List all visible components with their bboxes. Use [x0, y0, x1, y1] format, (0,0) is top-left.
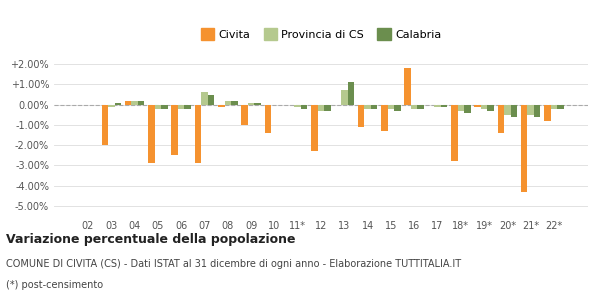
- Bar: [155, 105, 161, 109]
- Bar: [318, 105, 324, 111]
- Bar: [487, 105, 494, 111]
- Bar: [451, 105, 458, 161]
- Bar: [394, 105, 401, 111]
- Bar: [295, 105, 301, 107]
- Bar: [125, 100, 131, 105]
- Bar: [381, 105, 388, 131]
- Bar: [138, 100, 145, 105]
- Bar: [311, 105, 318, 151]
- Bar: [115, 103, 121, 105]
- Bar: [364, 105, 371, 109]
- Legend: Civita, Provincia di CS, Calabria: Civita, Provincia di CS, Calabria: [196, 24, 446, 44]
- Bar: [358, 105, 364, 127]
- Bar: [148, 105, 155, 163]
- Bar: [178, 105, 184, 109]
- Text: COMUNE DI CIVITA (CS) - Dati ISTAT al 31 dicembre di ogni anno - Elaborazione TU: COMUNE DI CIVITA (CS) - Dati ISTAT al 31…: [6, 259, 461, 269]
- Bar: [208, 94, 214, 105]
- Bar: [511, 105, 517, 117]
- Bar: [224, 100, 231, 105]
- Bar: [254, 103, 261, 105]
- Bar: [324, 105, 331, 111]
- Bar: [231, 100, 238, 105]
- Bar: [184, 105, 191, 109]
- Bar: [201, 92, 208, 105]
- Bar: [241, 105, 248, 125]
- Text: Variazione percentuale della popolazione: Variazione percentuale della popolazione: [6, 233, 296, 246]
- Bar: [195, 105, 201, 163]
- Bar: [108, 105, 115, 107]
- Bar: [534, 105, 541, 117]
- Bar: [248, 103, 254, 105]
- Bar: [557, 105, 564, 109]
- Bar: [418, 105, 424, 109]
- Bar: [411, 105, 418, 109]
- Bar: [172, 105, 178, 155]
- Bar: [347, 82, 354, 105]
- Bar: [481, 105, 487, 109]
- Bar: [341, 91, 347, 105]
- Bar: [544, 105, 551, 121]
- Bar: [388, 105, 394, 109]
- Bar: [218, 105, 224, 107]
- Bar: [301, 105, 307, 109]
- Bar: [527, 105, 534, 115]
- Bar: [504, 105, 511, 115]
- Bar: [371, 105, 377, 109]
- Bar: [265, 105, 271, 133]
- Text: (*) post-censimento: (*) post-censimento: [6, 280, 103, 290]
- Bar: [161, 105, 168, 109]
- Bar: [131, 100, 138, 105]
- Bar: [458, 105, 464, 111]
- Bar: [434, 105, 441, 107]
- Bar: [101, 105, 108, 145]
- Bar: [441, 105, 447, 107]
- Bar: [497, 105, 504, 133]
- Bar: [551, 105, 557, 109]
- Bar: [521, 105, 527, 192]
- Bar: [464, 105, 470, 113]
- Bar: [474, 105, 481, 107]
- Bar: [404, 68, 411, 105]
